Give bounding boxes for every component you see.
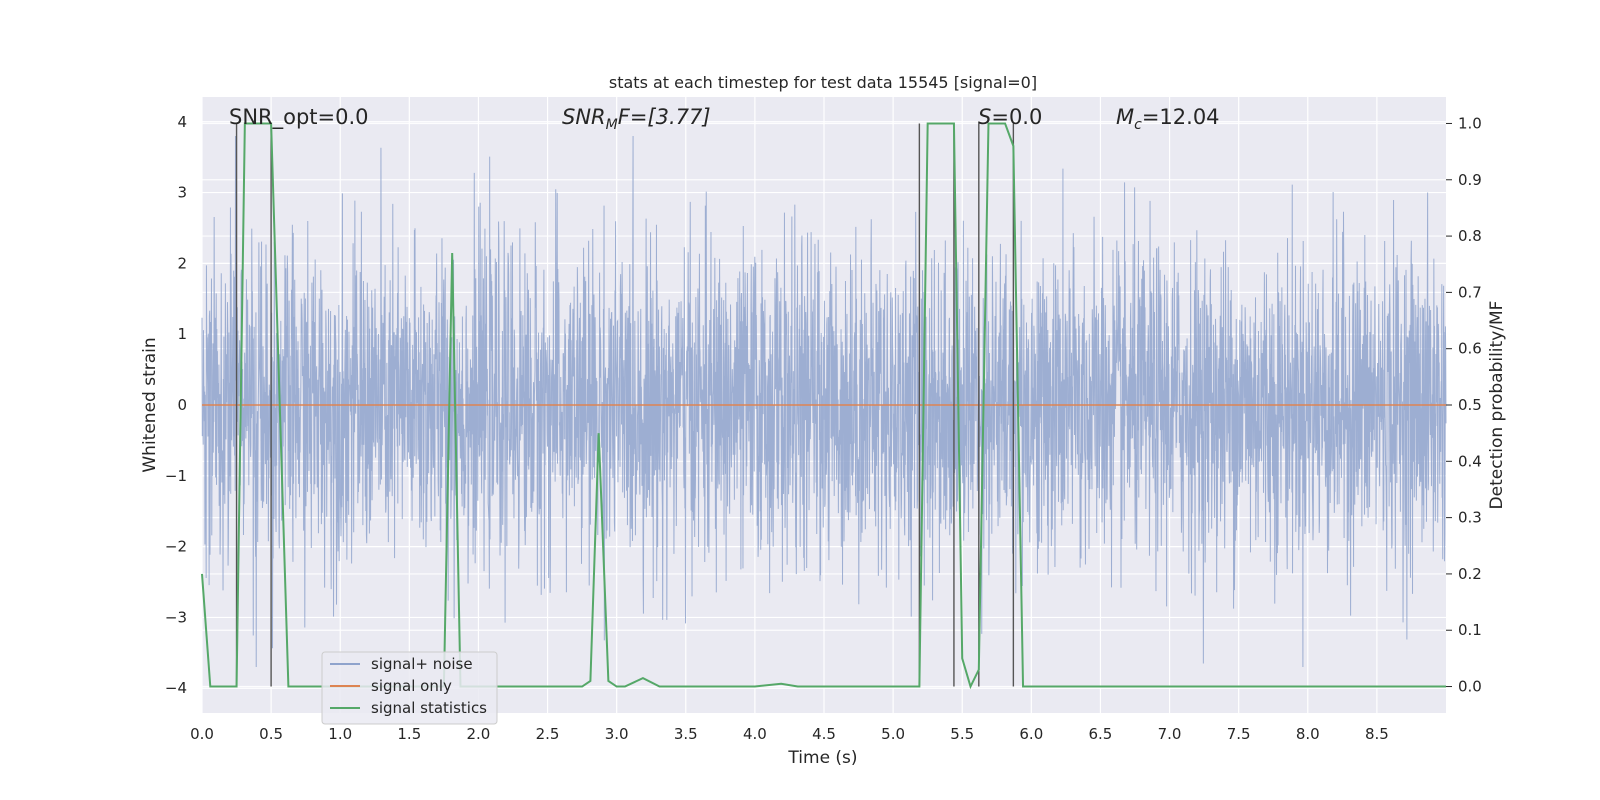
y-right-tick-label: 0.5 (1458, 396, 1482, 414)
x-tick-label: 7.0 (1158, 725, 1182, 743)
y-right-tick-label: 0.0 (1458, 678, 1482, 696)
y-axis-right: 1.0 0.9 0.8 0.7 0.6 0.5 0.4 0.3 0.2 0.1 0.0 (1446, 114, 1482, 696)
y-right-tick-label: 0.6 (1458, 340, 1482, 358)
x-tick-label: 8.5 (1365, 725, 1389, 743)
y-right-tick-label: 0.9 (1458, 171, 1482, 189)
x-tick-label: 1.0 (328, 725, 352, 743)
annotation-mc-base: M (1116, 105, 1134, 129)
y-tick-label: −4 (165, 679, 187, 697)
y-right-tick-label: 1.0 (1458, 114, 1482, 132)
x-tick-label: 2.0 (467, 725, 491, 743)
x-tick-label: 6.5 (1089, 725, 1113, 743)
y-tick-label: 1 (177, 325, 187, 343)
series-line-signal-statistics (201, 122, 1446, 690)
y-right-tick-label: 0.2 (1458, 565, 1482, 583)
annotation-s-value: =0.0 (991, 105, 1042, 129)
annotation-snr-mf: SNRMF=[3.77] (562, 105, 711, 133)
annotation-s: S=0.0 (978, 105, 1042, 129)
chart-title: stats at each timestep for test data 155… (609, 73, 1037, 92)
y-right-tick-label: 0.8 (1458, 227, 1482, 245)
legend-label-signal-statistics: signal statistics (371, 699, 487, 717)
y-tick-label: −1 (165, 467, 187, 485)
y-tick-label: 3 (177, 184, 187, 202)
y-tick-label: 4 (177, 113, 187, 131)
y-right-tick-label: 0.1 (1458, 621, 1482, 639)
annotation-snr-opt: SNR_opt=0.0 (229, 105, 369, 130)
y-tick-label: −2 (165, 538, 187, 556)
vertical-markers (235, 123, 1015, 687)
y-axis-label: Whitened strain (140, 337, 160, 472)
legend-box (321, 651, 498, 725)
y-axis-left: 4 3 2 1 0 −1 −2 −3 −4 (165, 113, 187, 697)
legend-label-signal-only: signal only (371, 677, 452, 695)
annotation-mc-value: =12.04 (1142, 105, 1220, 129)
y-tick-label: −3 (165, 608, 187, 626)
annotation-s-label: S (978, 105, 991, 129)
y-tick-label: 0 (177, 396, 187, 414)
x-tick-label: 6.0 (1019, 725, 1043, 743)
legend: signal+ noise signal only signal statist… (321, 651, 498, 725)
series-signal-statistics (201, 122, 1446, 690)
x-axis-label: Time (s) (787, 748, 857, 768)
x-tick-label: 3.0 (605, 725, 629, 743)
y-right-tick-label: 0.4 (1458, 452, 1482, 470)
annotation-snr-mf-base: SNR (562, 105, 606, 129)
x-tick-label: 2.5 (536, 725, 560, 743)
annotation-snr-mf-sub: M (606, 117, 618, 133)
x-tick-label: 1.5 (397, 725, 421, 743)
y-right-tick-label: 0.3 (1458, 509, 1482, 527)
x-tick-label: 4.0 (743, 725, 767, 743)
annotation-mc: Mc=12.04 (1116, 105, 1220, 133)
x-tick-label: 5.5 (950, 725, 974, 743)
x-tick-label: 0.5 (259, 725, 283, 743)
y-tick-label: 2 (177, 254, 187, 272)
x-tick-label: 0.0 (190, 725, 214, 743)
annotation-mc-sub: c (1134, 117, 1142, 133)
x-tick-label: 4.5 (812, 725, 836, 743)
x-tick-label: 7.5 (1227, 725, 1251, 743)
y-right-tick-label: 0.7 (1458, 283, 1482, 301)
x-tick-label: 3.5 (674, 725, 698, 743)
y-axis-right-label: Detection probability/MF (1487, 301, 1507, 510)
x-axis: 0.0 0.5 1.0 1.5 2.0 2.5 3.0 3.5 4.0 4.5 5.0 5.5 6.0 6… (190, 725, 1389, 743)
annotation-snr-mf-rest: F=[3.77] (618, 105, 711, 129)
x-tick-label: 5.0 (881, 725, 905, 743)
x-tick-label: 8.0 (1296, 725, 1320, 743)
legend-label-signal-noise: signal+ noise (371, 655, 473, 673)
